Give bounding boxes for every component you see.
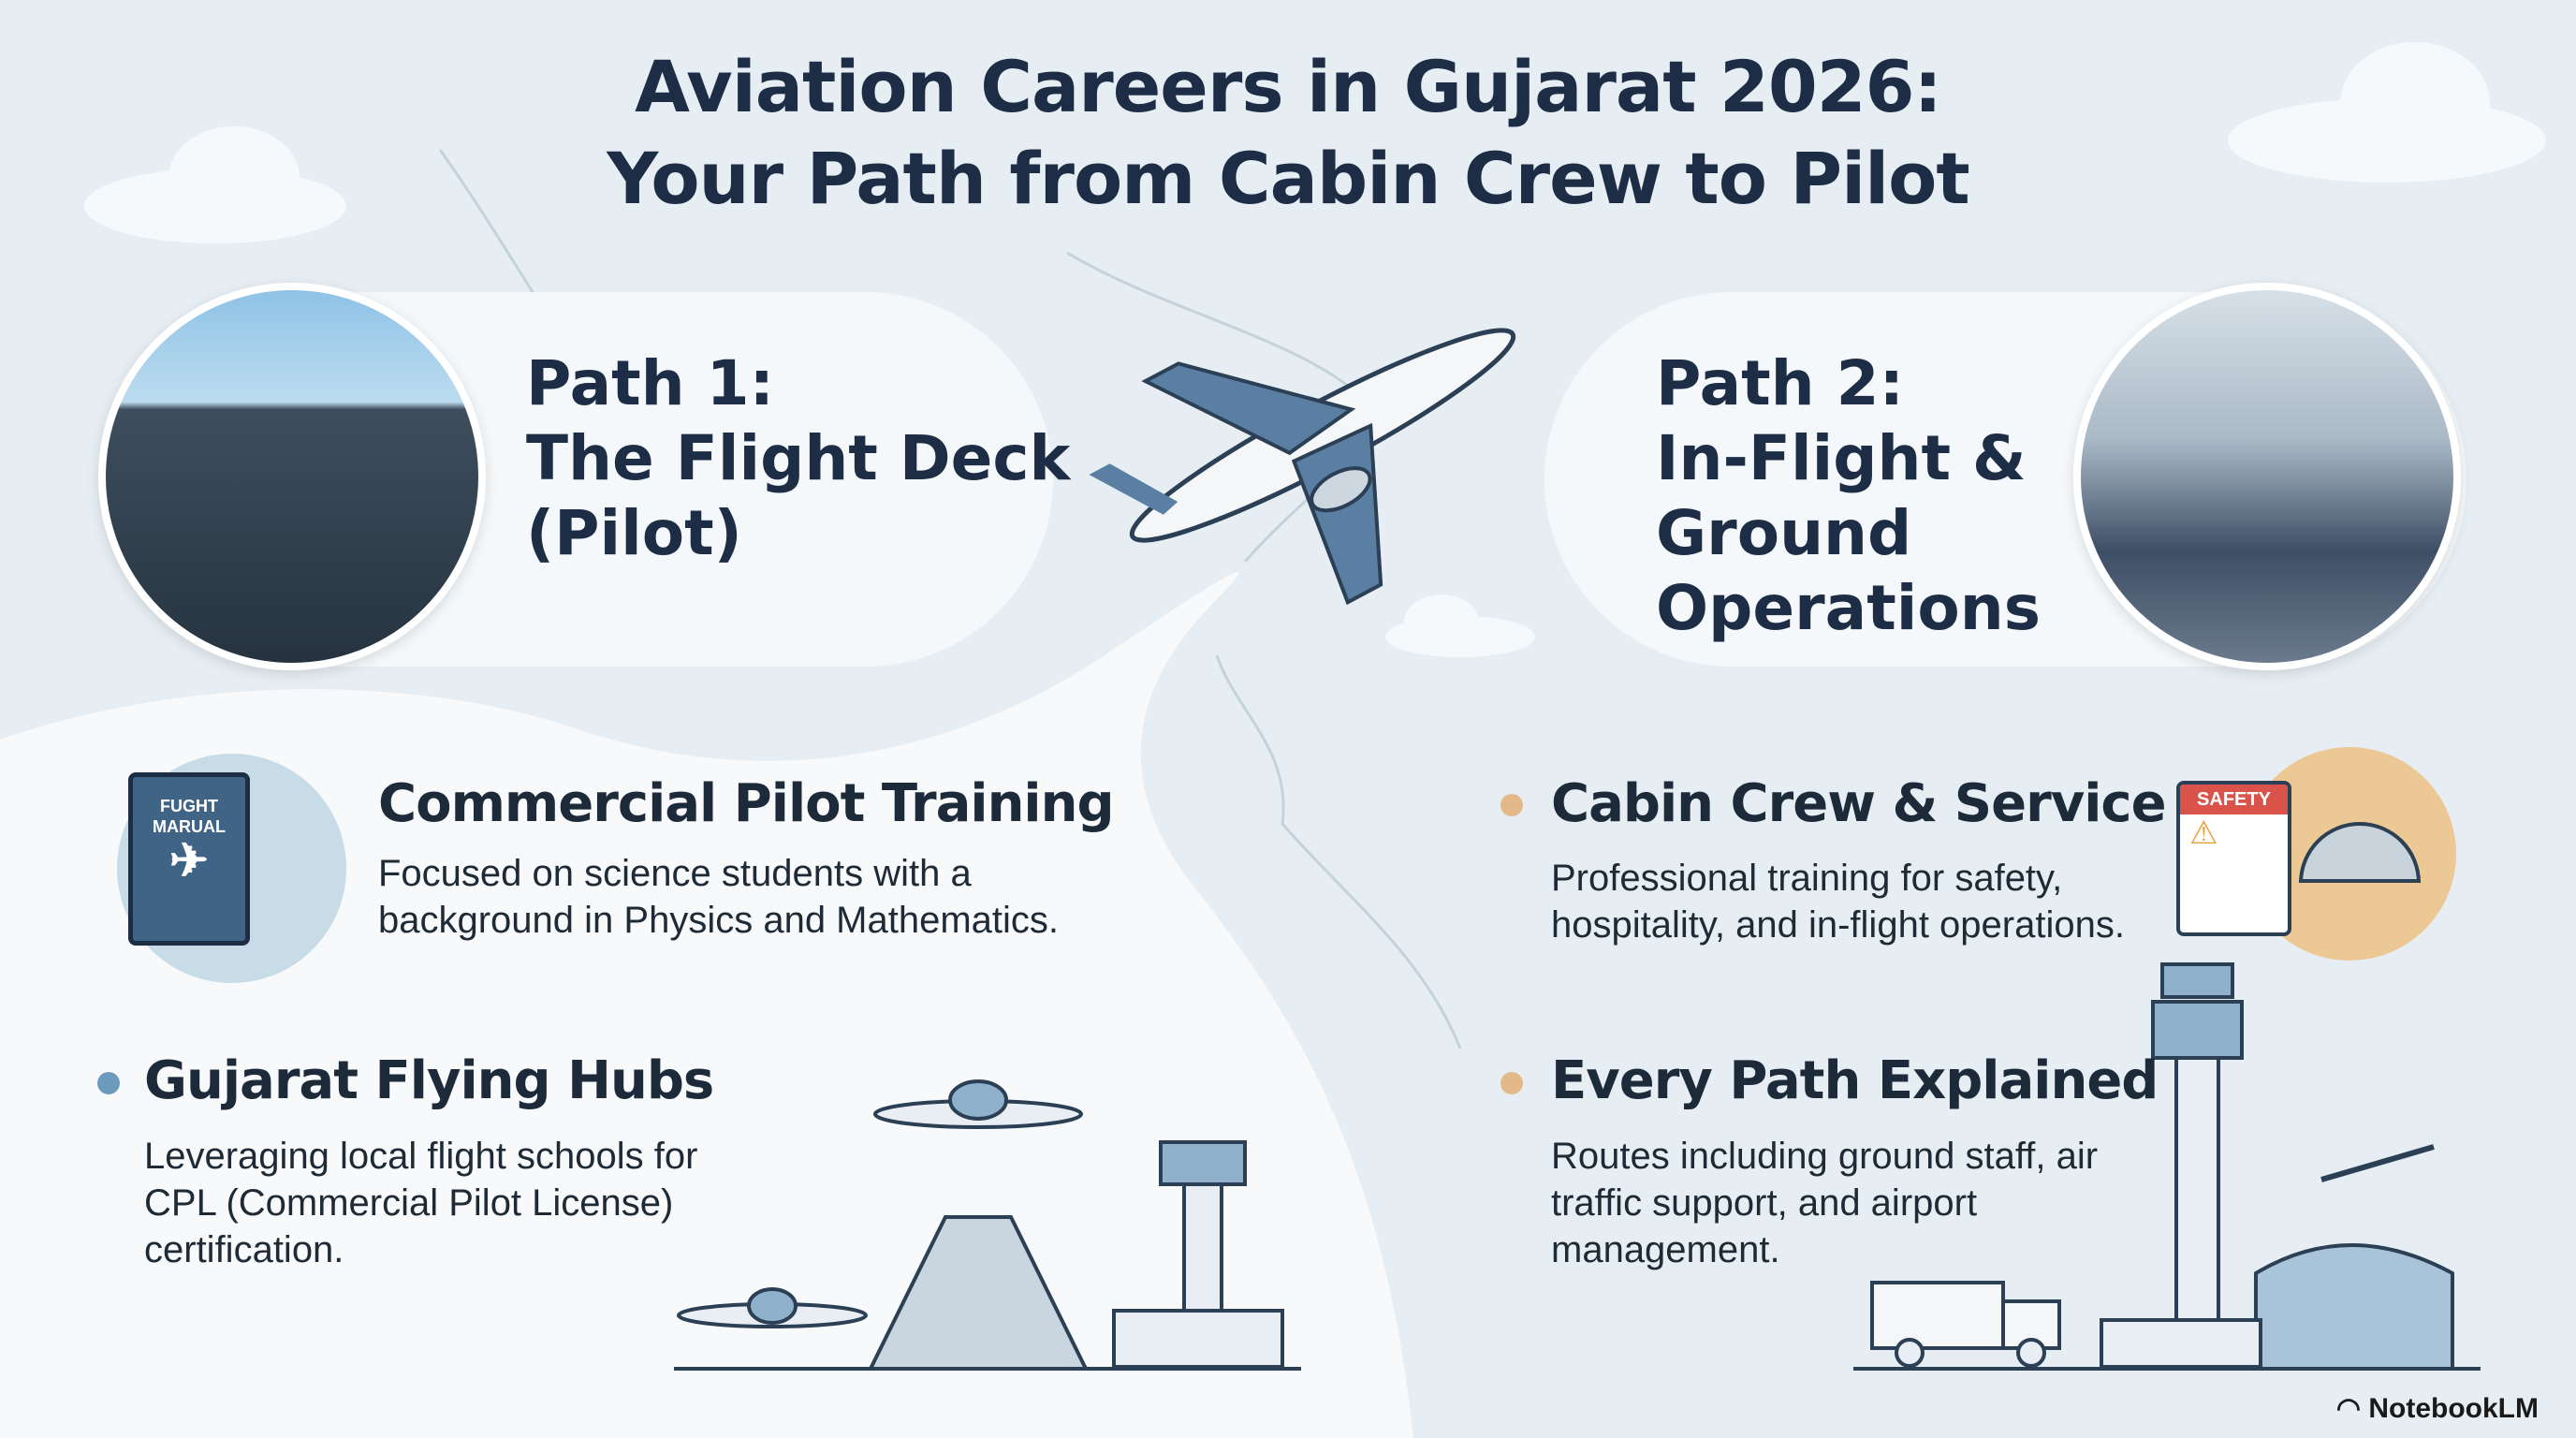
desc-line: Routes including ground staff, air bbox=[1551, 1136, 2099, 1177]
book-label: FUGHT bbox=[160, 797, 218, 815]
notebooklm-logo: ◠ NotebookLM bbox=[2336, 1392, 2539, 1425]
desc-line: traffic support, and airport bbox=[1551, 1182, 1978, 1224]
bullet-icon bbox=[97, 1072, 120, 1094]
commercial-heading: Commercial Pilot Training bbox=[378, 773, 1115, 834]
cockpit-image bbox=[98, 283, 486, 670]
desc-line: Professional training for safety, bbox=[1551, 858, 2063, 899]
desc-line: certification. bbox=[144, 1229, 344, 1270]
path2-title-line: Operations bbox=[1656, 572, 2041, 644]
flight-manual-icon: FUGHT MARUAL ✈ bbox=[117, 754, 346, 983]
brand-label: NotebookLM bbox=[2368, 1393, 2539, 1424]
path2-title-line: Ground bbox=[1656, 497, 1912, 569]
airport-illustration bbox=[1853, 962, 2481, 1371]
hubs-desc: Leveraging local flight schools for CPL … bbox=[144, 1133, 697, 1273]
hubs-heading: Gujarat Flying Hubs bbox=[144, 1050, 714, 1111]
path1-title-line: (Pilot) bbox=[526, 497, 742, 569]
book-label: MARUAL bbox=[153, 817, 226, 836]
every-desc: Routes including ground staff, air traff… bbox=[1551, 1133, 2098, 1273]
path1-title: Path 1: The Flight Deck (Pilot) bbox=[526, 346, 1070, 571]
safety-card-icon: SAFETY ⚠ bbox=[2176, 781, 2291, 936]
desc-line: Leveraging local flight schools for bbox=[144, 1136, 698, 1177]
cabin-crew-image bbox=[2073, 283, 2461, 670]
commercial-desc: Focused on science students with a backg… bbox=[378, 850, 1059, 944]
path2-title-line: In-Flight & bbox=[1656, 422, 2027, 494]
notebooklm-icon: ◠ bbox=[2335, 1393, 2369, 1424]
desc-line: background in Physics and Mathematics. bbox=[378, 900, 1060, 941]
airplane-icon bbox=[1089, 328, 1516, 606]
runway-illustration bbox=[674, 1079, 1301, 1371]
desc-line: hospitality, and in-flight operations. bbox=[1551, 904, 2125, 946]
page-title-line1: Aviation Careers in Gujarat 2026: bbox=[635, 45, 1942, 128]
warning-icon: ⚠ bbox=[2189, 815, 2218, 851]
path1-title-line: Path 1: bbox=[526, 347, 774, 419]
bullet-icon bbox=[1500, 794, 1523, 816]
bullet-icon bbox=[1500, 1072, 1523, 1094]
cabin-heading: Cabin Crew & Service bbox=[1551, 773, 2167, 834]
desc-line: Focused on science students with a bbox=[378, 853, 972, 894]
path2-title: Path 2: In-Flight & Ground Operations bbox=[1656, 346, 2041, 646]
cabin-desc: Professional training for safety, hospit… bbox=[1551, 855, 2125, 948]
desc-line: management. bbox=[1551, 1229, 1780, 1270]
path2-title-line: Path 2: bbox=[1656, 347, 1904, 419]
safety-card-label: SAFETY bbox=[2180, 785, 2288, 814]
every-heading: Every Path Explained bbox=[1551, 1050, 2159, 1111]
wave-panel bbox=[0, 572, 1413, 1438]
desc-line: CPL (Commercial Pilot License) bbox=[144, 1182, 674, 1224]
path1-title-line: The Flight Deck bbox=[526, 422, 1071, 494]
plane-glyph: ✈ bbox=[169, 834, 209, 887]
page-title-line2: Your Path from Cabin Crew to Pilot bbox=[607, 137, 1969, 220]
